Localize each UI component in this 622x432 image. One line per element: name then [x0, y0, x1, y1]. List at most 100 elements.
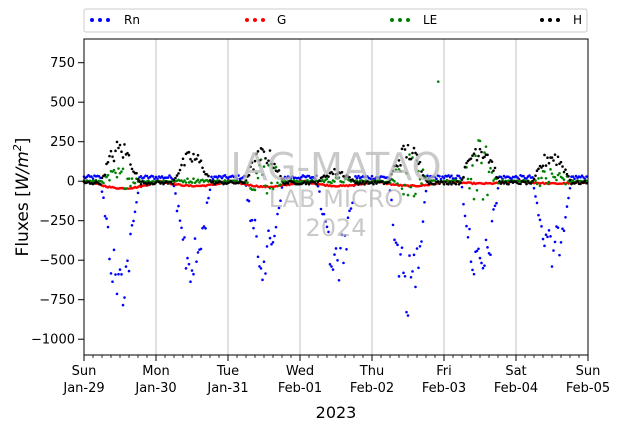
data-point-rn — [348, 209, 351, 213]
data-point-h — [421, 173, 425, 177]
data-point-rn — [271, 240, 275, 244]
data-point-le — [489, 166, 492, 170]
data-point-le — [420, 182, 423, 185]
data-point-h — [567, 175, 570, 178]
data-point-rn — [274, 225, 278, 229]
data-point-rn — [210, 175, 213, 179]
data-point-h — [261, 148, 264, 151]
data-point-le — [120, 170, 123, 173]
data-point-le — [279, 183, 282, 186]
y-tick-label: −250 — [39, 214, 75, 229]
data-point-h — [433, 182, 437, 186]
data-point-h — [541, 164, 545, 168]
data-point-le — [333, 180, 336, 183]
data-point-h — [262, 150, 266, 153]
data-point-h — [318, 179, 321, 182]
data-point-le — [322, 180, 326, 184]
data-point-rn — [370, 174, 374, 178]
data-point-h — [412, 146, 416, 150]
data-point-h — [423, 176, 426, 179]
data-point-rn — [207, 196, 210, 200]
data-point-h — [189, 157, 192, 161]
data-point-rn — [120, 273, 123, 276]
legend-marker-g — [253, 18, 257, 22]
data-point-h — [399, 164, 402, 167]
data-point-h — [553, 153, 557, 156]
data-point-rn — [340, 233, 344, 237]
data-point-rn — [355, 176, 359, 180]
data-point-rn — [564, 215, 567, 219]
data-point-h — [576, 180, 579, 183]
data-point-h — [271, 166, 275, 170]
x-axis-label: 2023 — [316, 403, 357, 422]
data-point-rn — [100, 190, 104, 193]
data-point-rn — [180, 226, 183, 230]
data-point-le — [133, 181, 137, 185]
data-point-h — [99, 183, 102, 186]
data-point-h — [211, 180, 215, 183]
data-point-le — [198, 181, 201, 184]
data-point-h — [174, 176, 177, 180]
data-point-rn — [343, 234, 347, 237]
data-point-h — [183, 163, 186, 167]
data-point-rn — [433, 175, 437, 179]
data-point-rn — [549, 235, 552, 238]
data-point-rn — [490, 219, 494, 223]
data-point-h — [564, 168, 567, 171]
data-point-rn — [540, 225, 543, 228]
data-point-h — [208, 178, 212, 182]
data-point-rn — [547, 229, 551, 232]
data-point-h — [544, 164, 548, 167]
data-point-h — [366, 179, 369, 183]
data-point-h — [400, 147, 404, 151]
data-point-rn — [480, 261, 483, 265]
data-point-h — [543, 153, 546, 157]
data-point-h — [507, 182, 510, 186]
data-point-le — [553, 175, 557, 179]
data-point-h — [304, 182, 308, 186]
data-point-h — [391, 169, 395, 173]
data-point-rn — [174, 192, 177, 195]
data-point-h — [559, 160, 563, 164]
data-point-h — [585, 181, 588, 185]
data-point-rn — [106, 225, 110, 229]
data-point-h — [537, 167, 540, 171]
data-point-h — [169, 180, 173, 184]
data-point-rn — [447, 174, 450, 177]
data-point-rn — [402, 271, 405, 275]
data-point-rn — [91, 177, 95, 180]
data-point-rn — [315, 174, 318, 178]
data-point-h — [561, 165, 564, 168]
data-point-rn — [558, 253, 561, 257]
data-point-rn — [435, 177, 438, 181]
data-point-le — [412, 194, 416, 198]
data-point-le — [262, 165, 266, 168]
data-point-le — [186, 177, 189, 180]
data-point-h — [175, 174, 179, 177]
data-point-le — [556, 173, 560, 177]
data-point-rn — [118, 268, 122, 271]
data-point-h — [420, 170, 423, 173]
data-point-h — [496, 176, 500, 180]
data-point-le — [276, 181, 279, 185]
data-point-rn — [573, 177, 576, 180]
data-point-h — [306, 180, 309, 184]
data-point-h — [253, 159, 257, 163]
data-point-rn — [462, 202, 465, 206]
data-point-rn — [112, 248, 116, 252]
data-point-le — [268, 186, 272, 190]
y-tick-label: 500 — [50, 96, 75, 111]
data-point-h — [249, 165, 252, 169]
data-point-rn — [127, 269, 131, 273]
data-point-h — [540, 166, 543, 169]
data-point-rn — [211, 177, 215, 181]
data-point-le — [474, 154, 477, 158]
data-point-le — [258, 163, 261, 167]
data-point-le — [264, 184, 267, 187]
data-point-rn — [300, 175, 303, 179]
data-point-rn — [420, 240, 423, 243]
data-point-h — [136, 177, 140, 181]
data-point-rn — [450, 174, 453, 178]
data-point-rn — [90, 175, 93, 178]
data-point-rn — [496, 186, 500, 190]
